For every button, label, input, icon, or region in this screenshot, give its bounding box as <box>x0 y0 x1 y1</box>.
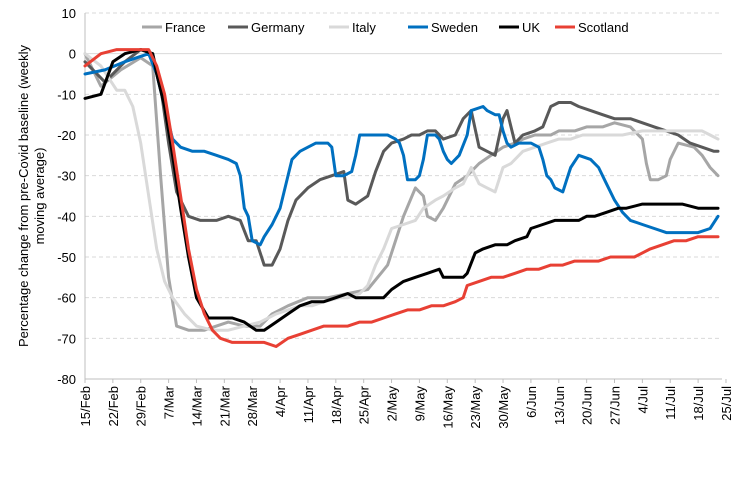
series-line-scotland <box>83 48 720 348</box>
x-tick-label: 6/Jun <box>524 386 539 418</box>
series-line-sweden <box>83 52 720 247</box>
x-tick-label: 25/Jul <box>719 386 733 421</box>
x-tick-label: 11/Apr <box>301 385 316 423</box>
x-tick-labels: 15/Feb 22/Feb 29/Feb 7/Mar 14/Mar 21/Mar 28/Ma… <box>78 385 733 428</box>
y-tick-label: -30 <box>57 169 76 184</box>
y-tick-label: -40 <box>57 209 76 224</box>
y-tick-label: -50 <box>57 250 76 265</box>
legend-label: UK <box>522 20 540 35</box>
x-tick-label: 30/May <box>496 386 511 429</box>
x-tick-label: 27/Jun <box>608 386 623 425</box>
y-tick-label: -20 <box>57 128 76 143</box>
legend-label: Scotland <box>578 20 629 35</box>
x-tick-label: 25/Apr <box>357 385 372 424</box>
y-tick-label: -10 <box>57 87 76 102</box>
series-line-germany <box>83 48 720 267</box>
legend-label: Germany <box>251 20 305 35</box>
legend-label: France <box>165 20 205 35</box>
x-tick-label: 23/May <box>468 386 483 429</box>
x-tick-label: 22/Feb <box>106 386 121 426</box>
y-tick-labels: 10 0 -10 -20 -30 -40 -50 -60 -70 -80 <box>57 6 76 387</box>
legend-label: Sweden <box>431 20 478 35</box>
x-tick-label: 28/Mar <box>245 385 260 426</box>
x-tick-label: 21/Mar <box>217 385 232 426</box>
x-tick-label: 15/Feb <box>78 386 93 426</box>
x-tick-label: 11/Jul <box>663 386 678 420</box>
x-tick-label: 7/Mar <box>162 385 177 419</box>
x-tick-label: 2/May <box>385 386 400 422</box>
y-tick-label: 0 <box>69 47 76 62</box>
legend: France Germany Italy Sweden UK Scotland <box>142 20 629 35</box>
series-lines <box>83 48 720 348</box>
x-tick-label: 20/Jun <box>580 386 595 425</box>
x-tick-label: 13/Jun <box>552 386 567 425</box>
x-tick-label: 18/Jul <box>691 386 706 421</box>
series-line-france <box>83 52 720 332</box>
x-tick-label: 4/Jul <box>635 386 650 414</box>
x-tick-label: 14/Mar <box>189 385 204 426</box>
x-tick-label: 9/May <box>412 386 427 422</box>
series-line-uk <box>83 48 720 332</box>
y-tick-label: -80 <box>57 372 76 387</box>
x-tick-label: 29/Feb <box>134 386 149 426</box>
y-tick-label: -60 <box>57 291 76 306</box>
y-tick-label: 10 <box>62 6 76 21</box>
x-tick-label: 16/May <box>440 386 455 429</box>
y-tick-label: -70 <box>57 331 76 346</box>
x-tick-label: 4/Apr <box>273 385 288 417</box>
axes <box>84 13 727 383</box>
series-line-italy <box>83 52 720 332</box>
y-axis-label: Percentage change from pre-Covid baselin… <box>16 44 47 347</box>
legend-label: Italy <box>352 20 376 35</box>
x-tick-label: 18/Apr <box>329 385 344 424</box>
